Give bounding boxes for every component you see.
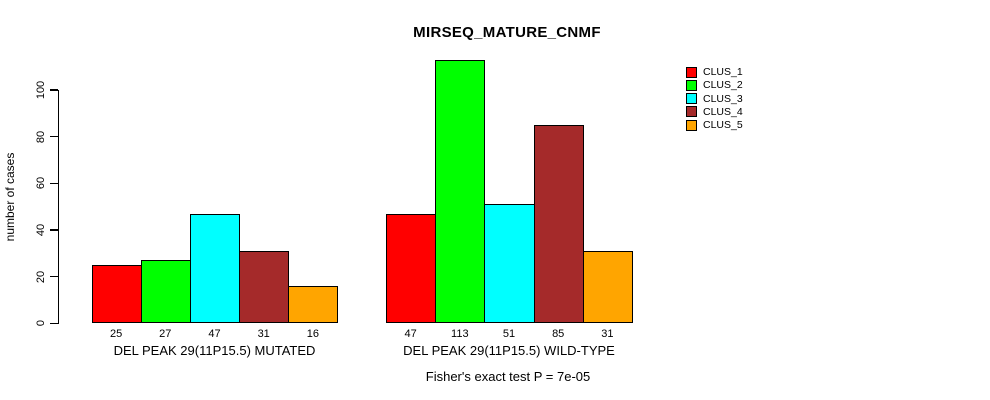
legend-label: CLUS_5 — [703, 119, 743, 132]
bar-value-label: 47 — [208, 328, 221, 340]
bar-value-label: 47 — [404, 328, 417, 340]
bar-value-label: 113 — [451, 328, 469, 340]
legend-item: CLUS_3 — [686, 93, 743, 105]
bar-clus-3 — [189, 213, 241, 324]
y-axis-tick — [50, 229, 58, 231]
legend-label: CLUS_2 — [703, 79, 743, 92]
bar-value-label: 27 — [159, 328, 172, 340]
fisher-test-annotation: Fisher's exact test P = 7e-05 — [425, 369, 591, 384]
legend-swatch — [686, 79, 697, 91]
legend-item: CLUS_2 — [686, 79, 743, 91]
bar-clus-3 — [484, 204, 535, 324]
bar-clus-4 — [533, 125, 584, 324]
y-axis-tick-label: 80 — [35, 130, 47, 143]
bar-value-label: 31 — [257, 328, 270, 340]
legend-item: CLUS_1 — [686, 66, 743, 78]
legend-label: CLUS_4 — [703, 105, 743, 118]
bar-value-label: 51 — [502, 328, 516, 340]
bar-clus-2 — [435, 59, 486, 324]
legend-swatch — [686, 93, 697, 105]
legend-swatch — [686, 66, 697, 78]
legend: CLUS_1 CLUS_2 CLUS_3 CLUS_4 CLUS_5 — [686, 66, 743, 132]
bar-clus-1 — [91, 265, 142, 324]
bar-clus-2 — [140, 260, 191, 324]
y-axis-tick — [50, 276, 58, 278]
y-axis-tick — [50, 135, 58, 138]
y-axis-tick-label: 100 — [35, 80, 47, 100]
bar-clus-1 — [386, 213, 437, 324]
y-axis-tick-label: 0 — [35, 320, 47, 327]
x-group-label: DEL PEAK 29(11P15.5) WILD-TYPE — [403, 343, 615, 358]
y-axis-tick — [50, 89, 58, 91]
legend-swatch — [686, 106, 697, 118]
y-axis-tick-label: 40 — [35, 223, 47, 237]
chart-title: MIRSEQ_MATURE_CNMF — [413, 24, 601, 41]
legend-swatch — [686, 119, 697, 131]
y-axis-tick — [50, 182, 58, 185]
legend-label: CLUS_1 — [703, 66, 743, 78]
y-axis-tick-label: 20 — [35, 270, 47, 283]
legend-label: CLUS_3 — [703, 92, 743, 105]
bar-clus-5 — [288, 286, 339, 324]
y-axis-line — [58, 90, 60, 324]
bar-value-label: 31 — [601, 328, 614, 340]
legend-item: CLUS_5 — [686, 119, 743, 131]
bar-clus-4 — [239, 251, 290, 324]
y-axis-tick-label: 60 — [35, 177, 47, 190]
y-axis-tick — [50, 322, 58, 325]
bar-value-label: 25 — [109, 328, 123, 340]
bar-value-label: 16 — [306, 328, 320, 340]
bar-value-label: 85 — [552, 328, 565, 340]
y-axis-title: number of cases — [3, 152, 17, 242]
legend-item: CLUS_4 — [686, 106, 743, 118]
x-group-label: DEL PEAK 29(11P15.5) MUTATED — [113, 343, 316, 358]
bar-clus-5 — [582, 251, 633, 324]
